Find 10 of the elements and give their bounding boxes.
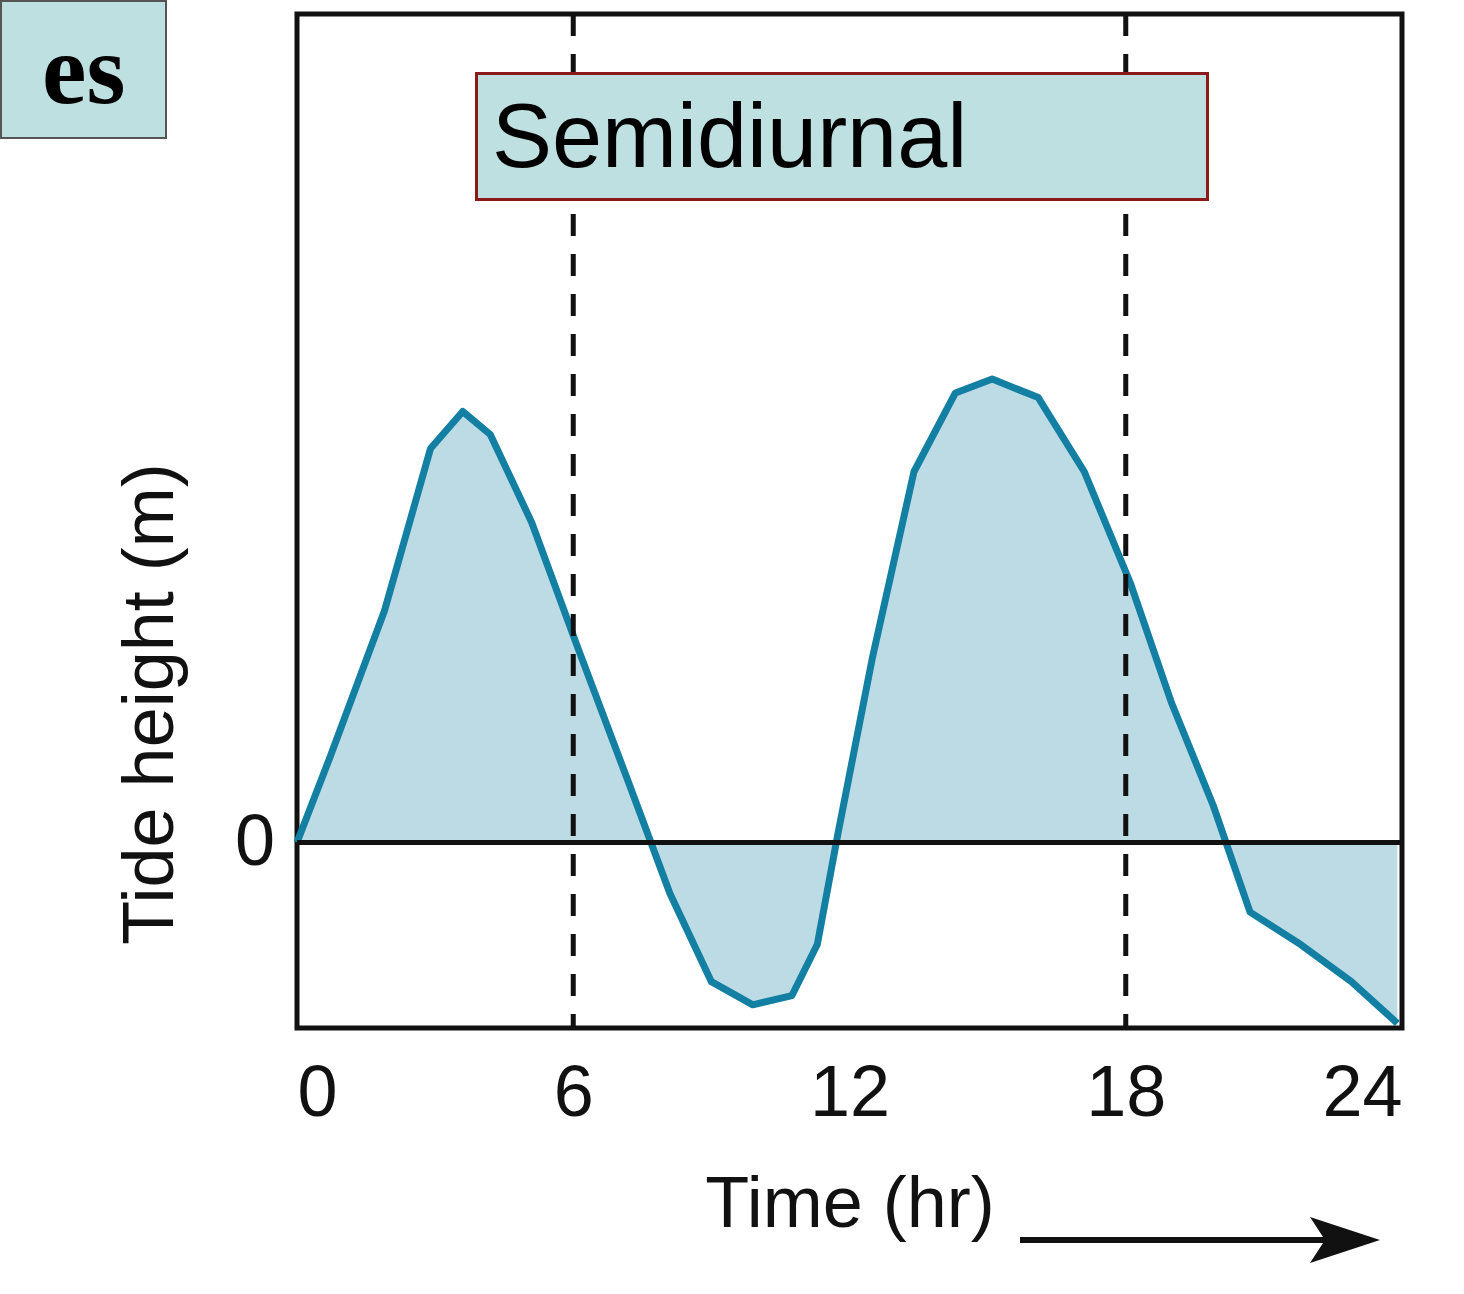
ref-line-label: 0 [234, 799, 275, 880]
x-tick-label: 18 [1086, 1050, 1167, 1131]
y-axis-title: Tide height (m) [107, 463, 188, 945]
x-tick-label: 12 [809, 1050, 891, 1131]
x-tick-label: 0 [297, 1050, 338, 1131]
x-tick-label: 24 [1322, 1050, 1403, 1131]
x-tick-label: 6 [553, 1050, 594, 1131]
text: Semidiurnal [475, 72, 1209, 201]
chart-title: es [0, 0, 168, 139]
x-axis-title: Time (hr) [705, 1161, 995, 1242]
